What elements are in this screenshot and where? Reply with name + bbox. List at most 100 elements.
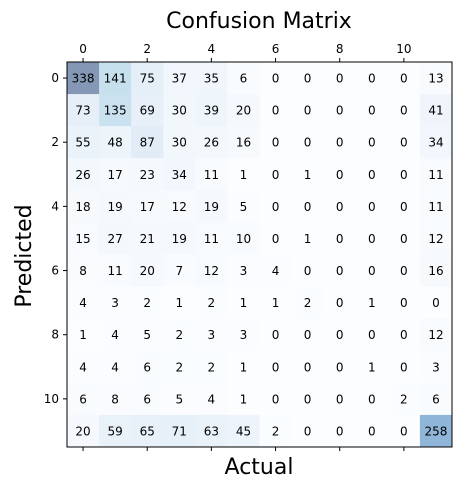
cell-value-label: 2 xyxy=(400,392,408,406)
heatmap-cell xyxy=(387,286,421,320)
cell-value-label: 2 xyxy=(304,296,312,310)
cell-value-label: 1 xyxy=(240,392,248,406)
cell-value-label: 59 xyxy=(107,424,122,438)
cell-value-label: 10 xyxy=(236,232,251,246)
cell-value-label: 0 xyxy=(336,168,344,182)
heatmap-cell xyxy=(259,350,292,384)
cell-value-label: 2 xyxy=(208,296,216,310)
heatmap-cell xyxy=(291,254,325,287)
cell-value-label: 5 xyxy=(143,328,151,342)
heatmap-cell xyxy=(195,126,228,159)
cell-value-label: 0 xyxy=(272,136,280,150)
cell-value-label: 0 xyxy=(400,232,408,246)
cell-value-label: 20 xyxy=(236,104,251,118)
heatmap-cell xyxy=(387,94,421,127)
cell-value-label: 11 xyxy=(428,168,443,182)
heatmap-cell xyxy=(227,286,260,320)
heatmap-cell xyxy=(259,158,292,191)
heatmap-cell xyxy=(163,190,196,223)
heatmap-cell xyxy=(419,158,453,191)
heatmap-cell xyxy=(323,414,357,448)
heatmap-cell xyxy=(419,94,453,127)
cell-value-label: 19 xyxy=(204,200,219,214)
cell-value-label: 0 xyxy=(400,424,408,438)
heatmap-cell xyxy=(259,286,292,320)
heatmap-cell xyxy=(259,382,292,416)
heatmap-cell xyxy=(195,158,228,191)
heatmap-cell xyxy=(195,350,228,384)
cell-value-label: 4 xyxy=(272,264,280,278)
cell-value-label: 141 xyxy=(104,72,127,86)
heatmap-cell xyxy=(419,286,453,320)
heatmap-cell xyxy=(131,286,164,320)
cell-value-label: 48 xyxy=(107,136,122,150)
cell-value-label: 0 xyxy=(272,104,280,118)
heatmap-cell xyxy=(259,62,292,95)
cell-value-label: 0 xyxy=(336,200,344,214)
heatmap-cell xyxy=(67,382,100,416)
heatmap-cell xyxy=(131,158,164,191)
heatmap-cell xyxy=(99,190,132,223)
cell-value-label: 0 xyxy=(368,232,376,246)
heatmap-cell xyxy=(291,414,325,448)
x-tick-label: 0 xyxy=(79,42,87,56)
heatmap-cell xyxy=(99,318,132,352)
cell-value-label: 0 xyxy=(368,72,376,86)
y-tick-label: 0 xyxy=(51,71,59,85)
heatmap-cell xyxy=(195,414,228,448)
heatmap-cell xyxy=(355,382,389,416)
heatmap-cell xyxy=(131,254,164,287)
heatmap-cell xyxy=(99,158,132,191)
cell-value-label: 11 xyxy=(428,200,443,214)
heatmap-cell xyxy=(323,286,357,320)
heatmap-cell xyxy=(67,350,100,384)
heatmap-cell xyxy=(323,254,357,287)
heatmap-cell xyxy=(195,94,228,127)
cell-value-label: 2 xyxy=(143,296,151,310)
cell-value-label: 0 xyxy=(368,136,376,150)
cell-value-label: 0 xyxy=(400,328,408,342)
heatmap-cell xyxy=(419,350,453,384)
cell-value-label: 0 xyxy=(336,136,344,150)
cell-value-label: 0 xyxy=(368,200,376,214)
heatmap-cell xyxy=(195,222,228,255)
cell-value-label: 0 xyxy=(400,72,408,86)
cell-value-label: 34 xyxy=(428,136,443,150)
cell-value-label: 17 xyxy=(107,168,122,182)
cell-value-label: 0 xyxy=(368,392,376,406)
cell-value-label: 0 xyxy=(304,424,312,438)
cell-value-label: 26 xyxy=(204,136,219,150)
x-axis-label: Actual xyxy=(225,455,294,480)
heatmap-cell xyxy=(67,414,100,448)
x-tick-label: 10 xyxy=(396,42,411,56)
cell-value-label: 0 xyxy=(304,360,312,374)
cell-value-label: 30 xyxy=(172,136,187,150)
heatmap-cell xyxy=(99,350,132,384)
y-tick-label: 6 xyxy=(51,264,59,278)
heatmap-cell xyxy=(419,254,453,287)
cell-value-label: 0 xyxy=(336,328,344,342)
heatmap-cell xyxy=(387,62,421,95)
cell-value-label: 12 xyxy=(204,264,219,278)
heatmap-cell xyxy=(227,190,260,223)
heatmap-cell xyxy=(291,318,325,352)
cell-value-label: 45 xyxy=(236,424,251,438)
cell-value-label: 3 xyxy=(208,328,216,342)
heatmap-cell xyxy=(323,158,357,191)
heatmap-cell xyxy=(131,318,164,352)
cell-value-label: 11 xyxy=(204,168,219,182)
heatmap-cell xyxy=(99,414,132,448)
cell-value-label: 23 xyxy=(140,168,155,182)
heatmap-cell xyxy=(131,382,164,416)
cell-value-label: 34 xyxy=(172,168,187,182)
heatmap-cell xyxy=(355,318,389,352)
cell-value-label: 1 xyxy=(368,360,376,374)
heatmap-cell xyxy=(227,126,260,159)
cell-value-label: 55 xyxy=(75,136,90,150)
cell-value-label: 135 xyxy=(104,104,127,118)
heatmap-cell xyxy=(291,286,325,320)
cell-value-label: 0 xyxy=(304,136,312,150)
cell-value-label: 11 xyxy=(107,264,122,278)
cell-value-label: 41 xyxy=(428,104,443,118)
cell-value-label: 0 xyxy=(368,328,376,342)
